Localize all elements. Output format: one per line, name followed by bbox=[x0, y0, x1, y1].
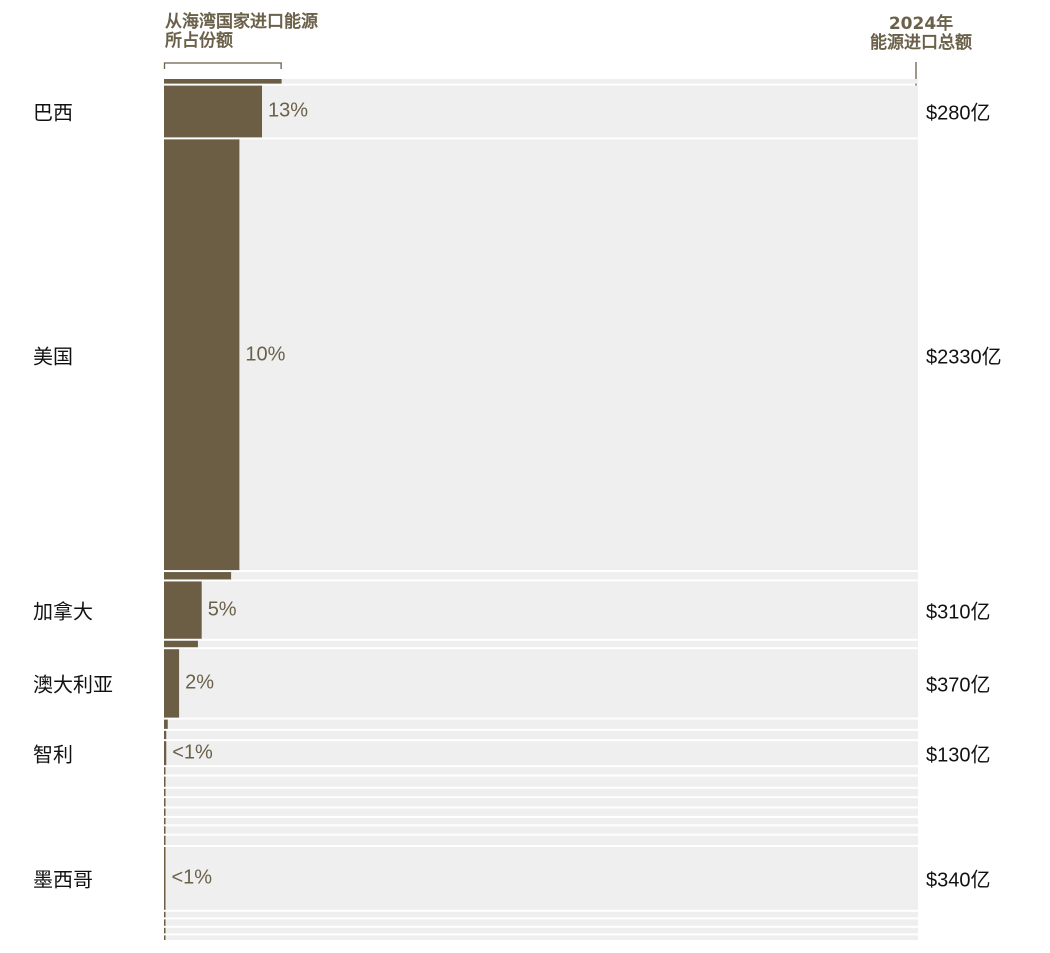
share-label: <1% bbox=[171, 866, 213, 889]
row-track bbox=[164, 640, 918, 648]
row-track bbox=[164, 935, 918, 940]
row-track bbox=[164, 767, 918, 775]
share-label: 5% bbox=[207, 598, 237, 621]
share-axis-title-line1: 从海湾国家进口能源 bbox=[165, 12, 318, 32]
country-label: 美国 bbox=[33, 344, 73, 369]
share-bar bbox=[164, 919, 166, 926]
share-bar bbox=[164, 649, 180, 718]
share-axis-title: 从海湾国家进口能源 所占份额 bbox=[165, 13, 318, 51]
share-bars bbox=[164, 79, 282, 940]
total-label: $370亿 bbox=[926, 674, 991, 697]
share-bar bbox=[164, 935, 166, 940]
share-bar bbox=[164, 927, 166, 934]
share-bar bbox=[164, 139, 240, 571]
total-label: $2330亿 bbox=[926, 346, 1002, 369]
row-track bbox=[164, 79, 918, 84]
row-track bbox=[164, 85, 918, 138]
row-track bbox=[164, 846, 918, 910]
row-track bbox=[164, 927, 918, 934]
total-bracket bbox=[910, 62, 917, 89]
header-brackets bbox=[163, 62, 917, 89]
row-track bbox=[164, 719, 918, 729]
row-track bbox=[164, 139, 918, 571]
share-bar bbox=[164, 798, 166, 807]
total-label: $340亿 bbox=[926, 869, 991, 892]
share-label: <1% bbox=[172, 741, 213, 764]
country-label: 巴西 bbox=[33, 100, 73, 125]
share-bar bbox=[164, 85, 263, 138]
row-track bbox=[164, 776, 918, 787]
row-track bbox=[164, 835, 918, 845]
row-track bbox=[164, 788, 918, 797]
share-bar bbox=[164, 79, 282, 84]
row-track bbox=[164, 581, 918, 639]
share-bar bbox=[164, 776, 166, 787]
share-bar bbox=[164, 817, 166, 825]
share-bar bbox=[164, 846, 166, 910]
row-track bbox=[164, 730, 918, 740]
share-axis-title-line2: 所占份额 bbox=[165, 31, 233, 51]
total-label: $130亿 bbox=[926, 744, 991, 767]
country-label: 澳大利亚 bbox=[33, 672, 113, 697]
row-track bbox=[164, 798, 918, 807]
total-axis-title-line2: 能源进口总额 bbox=[870, 33, 972, 53]
share-label: 2% bbox=[185, 671, 214, 694]
share-bar bbox=[164, 767, 166, 775]
country-label: 墨西哥 bbox=[33, 867, 93, 892]
total-axis-title: 2024年 能源进口总额 bbox=[870, 15, 972, 53]
share-bar bbox=[164, 730, 167, 740]
row-track bbox=[164, 572, 918, 580]
row-track bbox=[164, 919, 918, 926]
total-label: $310亿 bbox=[926, 601, 991, 624]
row-track bbox=[164, 817, 918, 825]
share-bar bbox=[164, 581, 202, 639]
share-bar bbox=[164, 719, 168, 729]
share-bar bbox=[164, 808, 166, 816]
share-bar bbox=[164, 826, 166, 834]
share-bar bbox=[164, 741, 167, 766]
share-label: 13% bbox=[268, 99, 309, 122]
share-bracket bbox=[163, 62, 282, 69]
share-bar bbox=[164, 640, 198, 648]
country-label: 智利 bbox=[33, 742, 73, 767]
total-axis-title-line1: 2024年 bbox=[888, 14, 954, 34]
row-track bbox=[164, 741, 918, 766]
row-track bbox=[164, 826, 918, 834]
row-track bbox=[164, 911, 918, 918]
share-bar bbox=[164, 835, 166, 845]
row-track bbox=[164, 808, 918, 816]
country-label: 加拿大 bbox=[33, 599, 93, 624]
row-tracks bbox=[164, 79, 918, 940]
total-label: $280亿 bbox=[926, 102, 991, 125]
share-bar bbox=[164, 911, 166, 918]
share-bar bbox=[164, 788, 166, 797]
share-bar bbox=[164, 572, 232, 580]
row-track bbox=[164, 649, 918, 718]
share-label: 10% bbox=[245, 343, 286, 366]
